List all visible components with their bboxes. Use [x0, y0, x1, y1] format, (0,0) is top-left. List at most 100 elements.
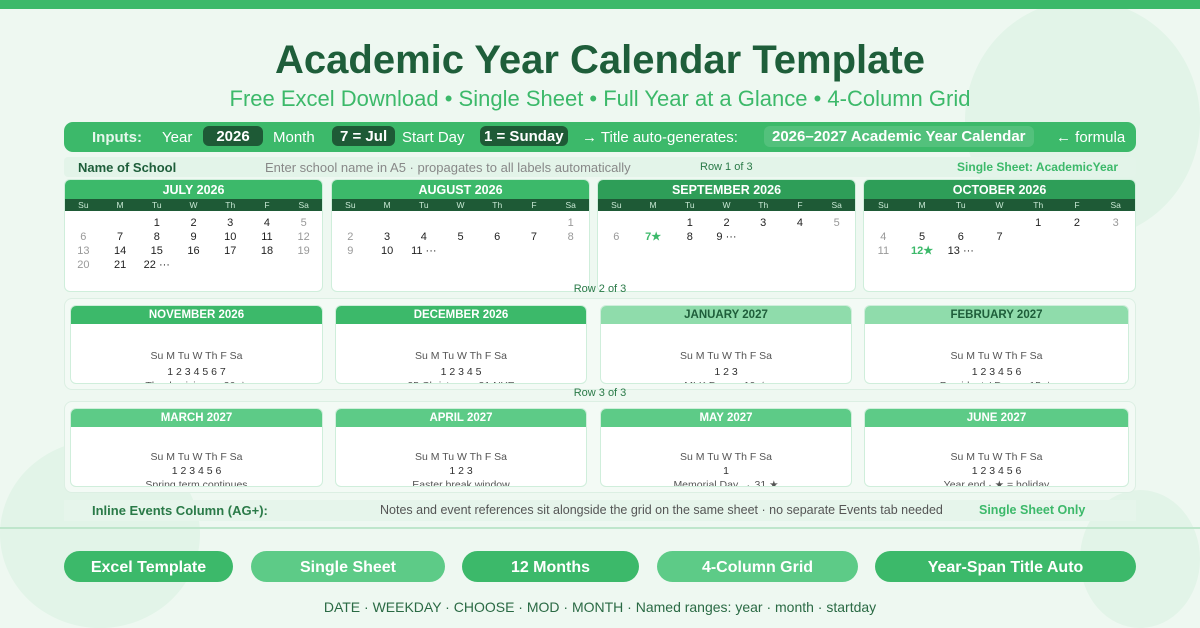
school-name-input[interactable]: Enter school name in A5 · propagates to … — [265, 160, 631, 175]
day-cell[interactable]: 3 — [384, 231, 391, 243]
day-cell[interactable]: 11 — [261, 231, 273, 243]
week-row: 1 — [332, 216, 589, 230]
month-note: 25 Christmas · 31 NYE — [336, 380, 586, 383]
day-cell[interactable]: 4 — [263, 217, 271, 229]
weekday-labels: Su M Tu W Th F Sa — [150, 451, 243, 463]
day-cell[interactable]: 9 — [347, 245, 354, 257]
day-cell[interactable]: 12★ — [911, 245, 934, 257]
day-cell[interactable]: 2 — [190, 217, 197, 229]
day-cell[interactable]: 11 — [877, 245, 890, 257]
day-cell — [1096, 244, 1135, 258]
4-column-grid-button[interactable]: 4-Column Grid — [657, 551, 858, 582]
day-cell[interactable]: 10 — [380, 245, 394, 257]
day-cell[interactable]: 7 — [117, 231, 124, 243]
month-note: Memorial Day → 31 ★ — [673, 479, 779, 487]
weekday-labels: Su M Tu W Th F Sa — [150, 350, 243, 362]
day-cell[interactable]: 21 — [113, 259, 127, 271]
month-note: Year end · ★ = holiday — [943, 479, 1050, 487]
day-cell[interactable]: 3 — [1112, 217, 1119, 229]
day-cell[interactable]: 14 — [113, 245, 127, 257]
day-cell[interactable]: 7★ — [645, 231, 662, 243]
day-cell[interactable]: 1 — [686, 217, 693, 229]
weekday-header: Su M Tu W Th F Sa — [598, 199, 855, 211]
weekday-label: Sa — [1110, 200, 1121, 210]
day-numbers: 1 2 3 — [449, 465, 473, 477]
day-cell[interactable]: 8 — [686, 231, 693, 243]
day-cell[interactable]: 19 — [297, 245, 310, 257]
title-auto-label: → Title auto-generates: — [582, 129, 738, 146]
month-note: Spring term continues — [145, 479, 248, 487]
day-cell[interactable]: 4 — [880, 231, 887, 243]
day-cell[interactable]: 4 — [796, 217, 804, 229]
day-cell[interactable]: 13 ··· — [947, 245, 974, 257]
day-cell[interactable]: 1 — [153, 217, 160, 229]
month-card: FEBRUARY 2027 Su M Tu W Th F Sa 1 2 3 4 5 … — [864, 305, 1129, 384]
year-span-title-auto-button[interactable]: Year-Span Title Auto — [875, 551, 1136, 582]
day-cell[interactable]: 7 — [530, 231, 538, 243]
weekday-label: F — [1074, 200, 1080, 210]
day-cell — [102, 216, 139, 230]
day-cell[interactable]: 17 — [224, 245, 237, 257]
year-input[interactable]: 2026 — [203, 126, 263, 146]
month-title: JUNE 2027 — [865, 409, 1128, 427]
day-cell[interactable]: 11 ··· — [411, 245, 437, 257]
weekday-label: Tu — [418, 200, 429, 210]
day-cell — [212, 258, 249, 272]
day-cell[interactable]: 4 — [420, 231, 427, 243]
month-title: AUGUST 2026 — [332, 180, 589, 199]
week-row: 1 2 3 — [864, 216, 1135, 230]
single-sheet-button[interactable]: Single Sheet — [251, 551, 445, 582]
day-cell[interactable]: 22 ··· — [143, 259, 170, 271]
month-label: Month — [273, 129, 315, 146]
day-cell[interactable]: 1 — [567, 217, 574, 229]
month-input[interactable]: 7 = Jul — [332, 126, 396, 146]
weekday-label: Su — [878, 200, 889, 210]
day-numbers: 1 2 3 4 5 — [440, 366, 482, 378]
events-row: Inline Events Column (AG+): Notes and ev… — [64, 500, 1136, 521]
12-months-button[interactable]: 12 Months — [462, 551, 639, 582]
weekday-header: Su M Tu W Th F Sa — [864, 199, 1135, 211]
month-title: FEBRUARY 2027 — [865, 306, 1128, 324]
day-cell[interactable]: 18 — [260, 245, 274, 257]
day-cell — [1096, 230, 1135, 244]
weekday-labels: Su M Tu W Th F Sa — [415, 350, 507, 362]
day-cell[interactable]: 2 — [347, 231, 354, 243]
month-title: JANUARY 2027 — [601, 306, 851, 324]
day-cell[interactable]: 15 — [150, 245, 163, 257]
day-cell[interactable]: 6 — [613, 231, 620, 243]
day-cell[interactable]: 2 — [723, 217, 730, 229]
day-cell[interactable]: 3 — [760, 217, 767, 229]
day-cell[interactable]: 1 — [1035, 217, 1042, 229]
day-cell[interactable]: 8 — [567, 231, 574, 243]
day-cell[interactable]: 5 — [457, 231, 464, 243]
day-cell — [980, 244, 1019, 258]
day-cell[interactable]: 9 ··· — [716, 231, 737, 243]
day-cell[interactable]: 13 — [77, 245, 90, 257]
day-cell[interactable]: 5 — [300, 217, 307, 229]
day-grid: 1 2 3 4 5 6 7 8 9 10 11 ··· — [332, 211, 589, 258]
day-cell — [818, 230, 855, 244]
month-card: DECEMBER 2026 Su M Tu W Th F Sa 1 2 3 4 5 2… — [335, 305, 587, 384]
day-cell[interactable]: 8 — [153, 231, 160, 243]
week-row: 13 14 15 16 17 18 19 — [65, 244, 322, 258]
month-note: Easter break window — [412, 479, 510, 487]
day-cell[interactable]: 7 — [996, 231, 1003, 243]
day-cell[interactable]: 3 — [227, 217, 234, 229]
day-cell[interactable]: 12 — [297, 231, 310, 243]
day-cell[interactable]: 9 — [190, 231, 197, 243]
day-cell[interactable]: 5 — [833, 217, 840, 229]
day-cell[interactable]: 6 — [957, 231, 964, 243]
weekday-label: F — [797, 200, 803, 210]
excel-template-button[interactable]: Excel Template — [64, 551, 233, 582]
day-cell[interactable]: 20 — [77, 259, 90, 271]
day-cell[interactable]: 6 — [494, 231, 501, 243]
month-title: MAY 2027 — [601, 409, 851, 427]
day-cell[interactable]: 6 — [80, 231, 87, 243]
day-cell[interactable]: 10 — [224, 231, 237, 243]
inputs-bar: Inputs: Year 2026 Month 7 = Jul Start Da… — [64, 122, 1136, 152]
day-cell[interactable]: 5 — [919, 231, 926, 243]
start-day-input[interactable]: 1 = Sunday — [480, 126, 568, 146]
day-cell — [864, 216, 903, 230]
day-cell[interactable]: 16 — [187, 245, 200, 257]
day-cell[interactable]: 2 — [1073, 217, 1081, 229]
